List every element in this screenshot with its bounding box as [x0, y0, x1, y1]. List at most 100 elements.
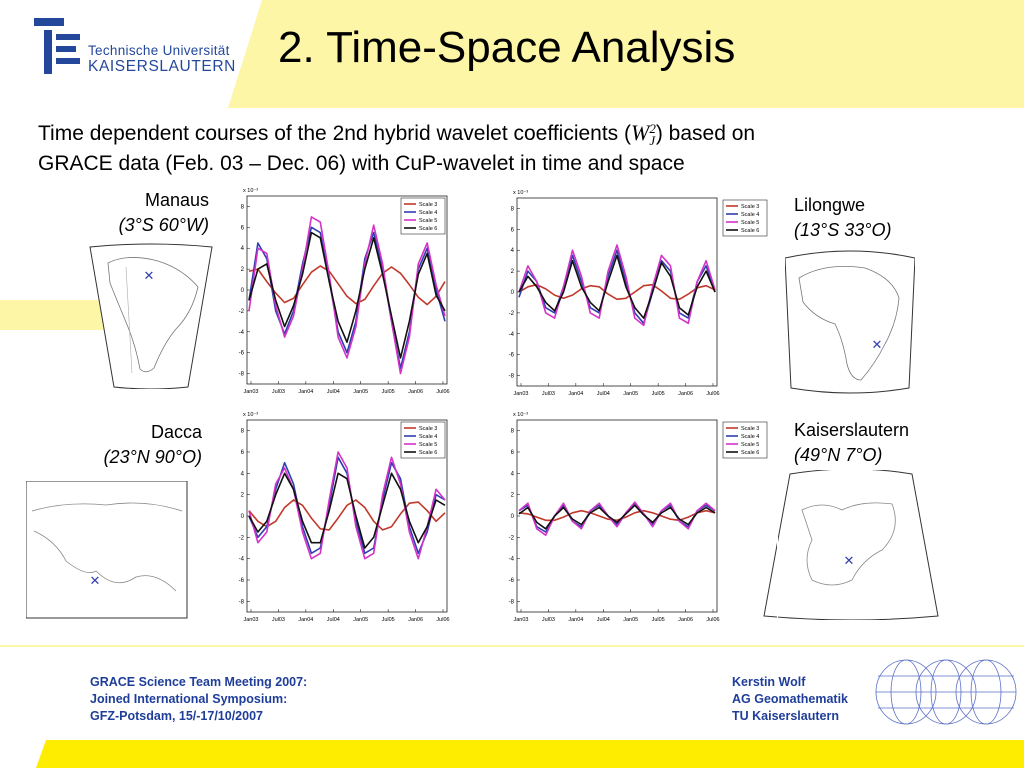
- legend-label: Scale 4: [741, 212, 759, 218]
- map-europe: ✕: [763, 470, 939, 620]
- x-tick-label: Jan03: [514, 391, 529, 397]
- legend-label: Scale 6: [419, 450, 437, 456]
- y-tick-label: 6: [511, 227, 515, 233]
- wavelet-symbol-main: W: [631, 120, 650, 145]
- series-line: [518, 501, 716, 536]
- location-name: Dacca: [150, 422, 202, 442]
- legend-label: Scale 4: [419, 434, 437, 440]
- map-marker-icon: ✕: [844, 553, 855, 568]
- x-tick-label: Jul06: [706, 391, 719, 397]
- x-tick-label: Jul06: [436, 617, 449, 623]
- location-name: Lilongwe: [794, 195, 866, 215]
- y-tick-label: 2: [511, 493, 515, 499]
- footer-divider: [0, 645, 1024, 647]
- y-tick-label: 0: [511, 290, 515, 296]
- x-tick-label: Jan06: [678, 617, 693, 623]
- y-tick-label: -2: [509, 535, 515, 541]
- subtitle-line1-before: Time dependent courses of the 2nd hybrid…: [38, 122, 632, 145]
- footer-yellow-bar: [36, 740, 1024, 768]
- x-tick-label: Jul05: [652, 617, 665, 623]
- x-tick-label: Jul03: [272, 389, 285, 395]
- legend-label: Scale 3: [741, 426, 759, 432]
- legend-label: Scale 5: [741, 220, 759, 226]
- y-tick-label: -6: [239, 351, 245, 357]
- footer-left-line: GRACE Science Team Meeting 2007:: [90, 675, 308, 689]
- legend-label: Scale 5: [419, 442, 437, 448]
- header-yellow-shape: [228, 0, 1024, 108]
- x-tick-label: Jan04: [568, 617, 583, 623]
- subtitle: Time dependent courses of the 2nd hybrid…: [38, 118, 998, 179]
- legend-label: Scale 5: [741, 442, 759, 448]
- x-tick-label: Jul04: [327, 617, 340, 623]
- x-tick-label: Jul04: [597, 617, 610, 623]
- legend-label: Scale 6: [419, 226, 437, 232]
- series-line: [248, 472, 446, 549]
- chart-manaus: x 10⁻³ 8 6 4 2 0 -2 -4 -6 -8 Jan03 Jul03 Jan04 Jul04 J…: [228, 181, 452, 401]
- y-tick-label: -2: [509, 311, 515, 317]
- x-tick-label: Jan03: [244, 389, 259, 395]
- footer-right-line: Kerstin Wolf: [732, 675, 806, 689]
- y-tick-label: 8: [241, 204, 245, 210]
- legend-label: Scale 5: [419, 218, 437, 224]
- footer-author-info: Kerstin Wolf AG Geomathematik TU Kaisers…: [732, 674, 848, 725]
- y-tick-label: -8: [509, 599, 515, 605]
- legend-label: Scale 3: [741, 204, 759, 210]
- y-tick-label: 2: [241, 267, 245, 273]
- university-logo-icon: [34, 18, 80, 74]
- y-tick-label: 0: [241, 514, 245, 520]
- y-tick-label: -6: [509, 578, 515, 584]
- location-coords: (3°S 60°W): [118, 215, 209, 235]
- legend-label: Scale 3: [419, 202, 437, 208]
- series-line: [248, 451, 446, 560]
- footer-meeting-info: GRACE Science Team Meeting 2007: Joined …: [90, 674, 307, 725]
- y-tick-label: 2: [241, 493, 245, 499]
- x-tick-label: Jan06: [408, 617, 423, 623]
- series-line: [518, 249, 716, 325]
- y-tick-label: -8: [239, 599, 245, 605]
- globe-logo-icon: [875, 659, 1017, 725]
- footer-right-line: TU Kaiserslautern: [732, 709, 839, 723]
- y-tick-label: 4: [241, 471, 245, 477]
- location-label-manaus: Manaus (3°S 60°W): [119, 188, 209, 238]
- location-label-kaiserslautern: Kaiserslautern (49°N 7°O): [794, 418, 909, 468]
- y-tick-label: 2: [511, 269, 515, 275]
- university-name: Technische Universität KAISERSLAUTERN: [88, 43, 236, 76]
- series-line: [248, 265, 446, 306]
- y-tick-label: -2: [239, 309, 245, 315]
- y-tick-label: 6: [241, 450, 245, 456]
- x-tick-label: Jul06: [706, 617, 719, 623]
- page-title: 2. Time-Space Analysis: [278, 23, 736, 72]
- wavelet-symbol-sup: 2: [649, 120, 656, 136]
- y-tick-label: 4: [241, 246, 245, 252]
- x-tick-label: Jan06: [678, 391, 693, 397]
- x-tick-label: Jul03: [542, 391, 555, 397]
- university-name-line2: KAISERSLAUTERN: [88, 58, 236, 75]
- subtitle-line2: GRACE data (Feb. 03 – Dec. 06) with CuP-…: [38, 152, 685, 175]
- university-name-line1: Technische Universität: [88, 43, 230, 58]
- chart-lilongwe: x 10⁻³ 8 6 4 2 0 -2 -4 -6 -8 Jan03 Jul03 Jan04 Jul04 J…: [498, 183, 778, 403]
- plot-area: [516, 197, 718, 387]
- series-line: [248, 231, 446, 359]
- y-tick-label: 0: [241, 288, 245, 294]
- y-tick-label: 8: [241, 429, 245, 435]
- y-tick-label: 0: [511, 514, 515, 520]
- y-tick-label: -4: [239, 330, 245, 336]
- y-tick-label: 6: [511, 450, 515, 456]
- map-marker-icon: ✕: [144, 268, 155, 283]
- x-tick-label: Jan04: [568, 391, 583, 397]
- y-tick-label: -4: [509, 557, 515, 563]
- legend-label: Scale 6: [741, 228, 759, 234]
- legend-label: Scale 4: [741, 434, 759, 440]
- series-line: [518, 244, 716, 327]
- location-coords: (49°N 7°O): [794, 445, 883, 465]
- x-tick-label: Jan03: [514, 617, 529, 623]
- location-label-dacca: Dacca (23°N 90°O): [104, 420, 202, 470]
- y-tick-label: 8: [511, 429, 515, 435]
- series-line: [518, 254, 716, 319]
- y-tick-label: -8: [239, 372, 245, 378]
- x-tick-label: Jan04: [298, 389, 313, 395]
- y-tick-label: 6: [241, 225, 245, 231]
- location-name: Kaiserslautern: [794, 420, 910, 440]
- legend-label: Scale 3: [419, 426, 437, 432]
- x-tick-label: Jan04: [298, 617, 313, 623]
